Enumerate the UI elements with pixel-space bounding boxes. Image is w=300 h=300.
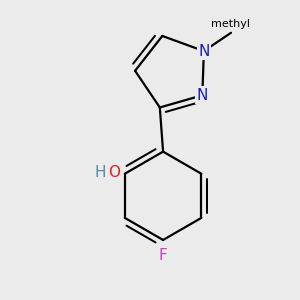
Text: F: F [159, 248, 167, 263]
Text: methyl: methyl [212, 19, 250, 29]
Text: N: N [198, 44, 210, 59]
Text: N: N [196, 88, 208, 103]
Text: H: H [94, 165, 106, 180]
Text: O: O [108, 165, 120, 180]
